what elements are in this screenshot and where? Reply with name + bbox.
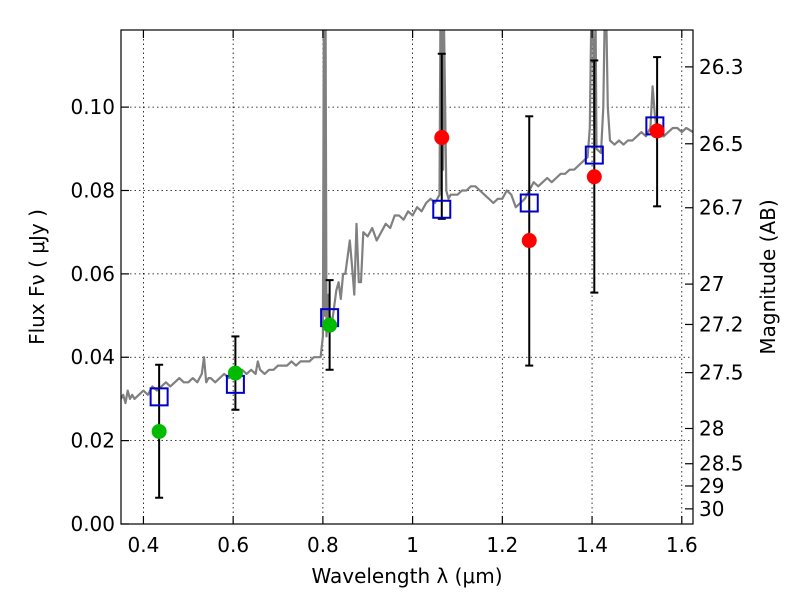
error-bars	[155, 52, 662, 499]
spectrum-line	[121, 30, 693, 405]
observed-red-point	[521, 233, 537, 249]
y2-tick-label: 26.7	[699, 196, 744, 220]
y2-tick-label: 28.5	[699, 452, 744, 476]
observed-green-point	[322, 317, 338, 333]
ticks: 0.4 0.6 0.8 1 1.2 1.4 1.6 0.00 0.02 0.04 0.06 0.08 0…	[70, 30, 744, 557]
y2-tick-label: 26.5	[699, 132, 744, 156]
observed-red-point	[586, 169, 602, 185]
x-axis-label: Wavelength λ (μm)	[311, 564, 502, 588]
y2-tick-label: 26.3	[699, 55, 744, 79]
model-square-marker	[432, 199, 452, 219]
spectrum-layer	[121, 30, 693, 405]
x-tick-label: 1.2	[486, 533, 518, 557]
y-tick-label: 0.04	[70, 345, 115, 369]
x-tick-label: 0.6	[217, 533, 249, 557]
observed-red-point	[434, 130, 450, 146]
model-square-marker	[149, 387, 169, 407]
y-tick-label: 0.02	[70, 429, 115, 453]
plot-frame	[120, 29, 694, 525]
y-tick-label: 0.00	[70, 512, 115, 536]
y-tick-label: 0.06	[70, 262, 115, 286]
y-axis-label: Flux Fν ( μJy )	[25, 209, 49, 345]
x-tick-label: 0.8	[307, 533, 339, 557]
y2-tick-label: 27	[699, 272, 724, 296]
x-tick-label: 1.4	[576, 533, 608, 557]
observed-green-point	[151, 423, 167, 439]
observed-green-point	[227, 365, 243, 381]
observed-points	[151, 123, 665, 439]
y2-tick-label: 28	[699, 416, 724, 440]
x-tick-label: 0.4	[128, 533, 160, 557]
y-tick-label: 0.10	[70, 95, 115, 119]
x-tick-label: 1.6	[666, 533, 698, 557]
observed-red-point	[649, 123, 665, 139]
y2-tick-label: 29	[699, 474, 724, 498]
y2-tick-label: 30	[699, 497, 724, 521]
y2-tick-label: 27.2	[699, 312, 744, 336]
x-tick-label: 1	[406, 533, 419, 557]
y2-tick-label: 27.5	[699, 361, 744, 385]
model-square-marker	[519, 193, 539, 213]
y2-axis-label: Magnitude (AB)	[756, 199, 780, 354]
model-points	[149, 116, 665, 407]
model-square-marker	[584, 145, 604, 165]
y-tick-label: 0.08	[70, 178, 115, 202]
